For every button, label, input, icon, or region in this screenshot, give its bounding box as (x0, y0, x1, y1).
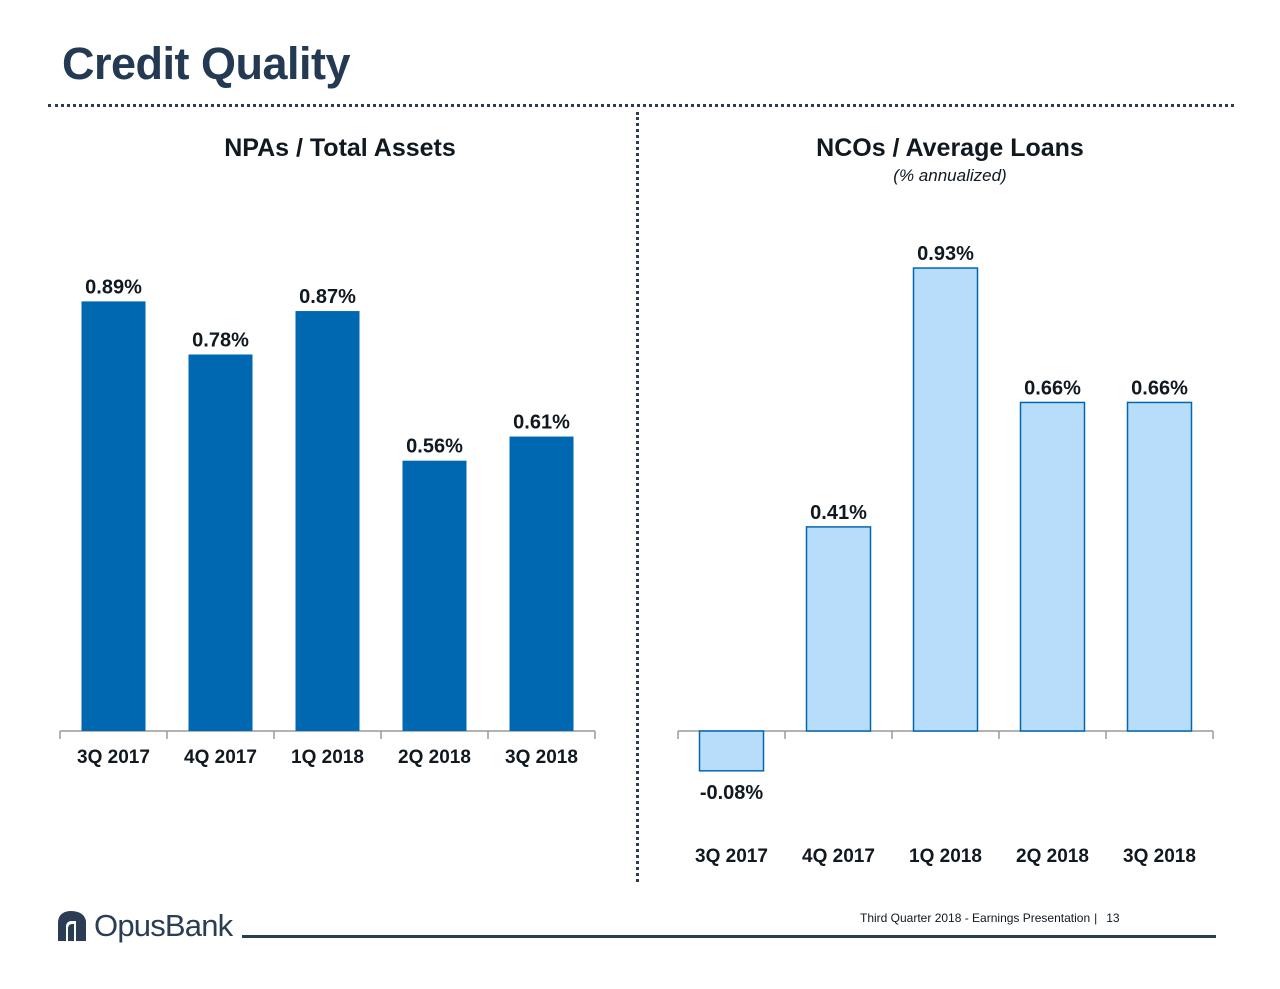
page-title: Credit Quality (62, 38, 351, 89)
npa-bar-label-2: 0.87% (299, 286, 356, 308)
nco-chart-subtitle: (% annualized) (893, 166, 1007, 185)
footer-rule (242, 935, 1216, 938)
nco-bar-label-0: -0.08% (700, 782, 764, 804)
npa-bar-label-0: 0.89% (85, 276, 142, 298)
footer: Third Quarter 2018 - Earnings Presentati… (860, 911, 1218, 925)
npa-bar-1 (188, 354, 253, 731)
npa-x-tick-label-3: 2Q 2018 (398, 747, 471, 768)
nco-bar-label-4: 0.66% (1131, 377, 1188, 399)
npa-x-tick-label-2: 1Q 2018 (291, 747, 364, 768)
opusbank-logo-mark-icon (58, 911, 86, 941)
panel-divider (636, 112, 639, 882)
nco-bar-1 (805, 526, 872, 732)
nco-bar-4 (1126, 401, 1193, 732)
nco-chart: -0.08% 3Q 2017 0.41% 4Q 2017 0.93% 1Q 2018 0.6… (677, 243, 1214, 867)
nco-bar-2 (912, 267, 979, 732)
npa-bar-2 (295, 311, 360, 731)
npa-bar-label-4: 0.61% (513, 412, 570, 434)
nco-bar-label-2: 0.93% (917, 243, 974, 265)
npa-bar-label-1: 0.78% (192, 329, 249, 351)
npa-chart: 0.89% 3Q 2017 0.78% 4Q 2017 0.87% 1Q 2018 0.56… (59, 276, 596, 768)
npa-bar-label-3: 0.56% (406, 436, 463, 458)
opusbank-logo: OpusBank (54, 906, 233, 946)
nco-bar-0 (698, 730, 765, 772)
nco-x-tick-label-0: 3Q 2017 (695, 846, 768, 867)
page-number: 13 (1106, 911, 1120, 925)
nco-x-tick-label-1: 4Q 2017 (802, 846, 875, 867)
nco-bar-label-3: 0.66% (1024, 377, 1081, 399)
nco-x-tick-label-4: 3Q 2018 (1123, 846, 1196, 867)
nco-chart-title: NCOs / Average Loans (816, 134, 1084, 162)
nco-bar-label-1: 0.41% (810, 502, 867, 524)
npa-x-tick-label-4: 3Q 2018 (505, 747, 578, 768)
npa-chart-title: NPAs / Total Assets (224, 134, 456, 162)
nco-x-tick-label-3: 2Q 2018 (1016, 846, 1089, 867)
nco-x-tick-label-2: 1Q 2018 (909, 846, 982, 867)
title-divider (48, 104, 1234, 107)
footer-separator: | (1094, 911, 1098, 925)
nco-bar-3 (1019, 401, 1086, 732)
logo-wordmark: OpusBank (94, 908, 233, 943)
npa-x-tick-label-1: 4Q 2017 (184, 747, 257, 768)
npa-bar-4 (509, 436, 574, 731)
npa-x-tick-label-0: 3Q 2017 (77, 747, 150, 768)
npa-bar-3 (402, 460, 467, 731)
footer-presentation-label: Third Quarter 2018 - Earnings Presentati… (860, 911, 1091, 925)
npa-bar-0 (81, 301, 146, 731)
